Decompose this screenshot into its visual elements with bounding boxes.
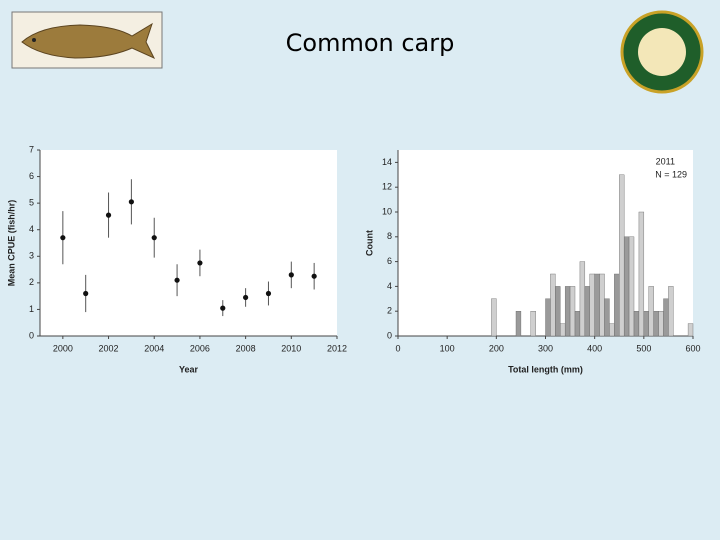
y-tick-label: 3 [29,251,34,261]
y-tick-label: 5 [29,198,34,208]
bar [663,298,669,337]
bar [687,323,694,337]
point [288,272,294,278]
bar [658,311,664,337]
point [174,277,180,283]
y-tick-label: 14 [382,157,392,167]
y-tick-label: 2 [29,277,34,287]
x-tick-label: 2010 [281,343,301,353]
y-tick-label: 1 [29,304,34,314]
bar [614,273,620,337]
bar [648,286,654,337]
bar [491,298,497,337]
bar [530,311,536,337]
x-tick-label: 100 [440,343,455,353]
bar [515,311,522,337]
y-tick-label: 12 [382,182,392,192]
fish-picture [11,11,163,69]
fish-body [21,22,156,60]
bar [545,298,551,337]
bar [589,273,595,337]
bar [638,211,645,337]
bar [564,286,571,337]
x-tick-label: 200 [489,343,504,353]
bar [579,261,586,337]
y-tick-label: 10 [382,206,392,216]
x-tick-label: 500 [636,343,651,353]
x-tick-label: 2002 [99,343,119,353]
y-tick-label: 8 [387,231,392,241]
x-axis-label: Year [179,364,199,374]
point [311,273,317,279]
point [265,290,272,297]
bar [560,323,566,337]
point [128,199,134,205]
bar [628,236,635,337]
bar [668,286,674,337]
x-tick-label: 2008 [236,343,256,353]
bar [574,311,581,337]
x-tick-label: 400 [587,343,602,353]
annotation: 2011 [656,156,675,166]
bar [653,311,659,337]
point [220,305,226,311]
point [151,235,157,241]
y-axis-label: Mean CPUE (fish/hr) [6,200,16,287]
bar [555,286,561,337]
bar [619,174,625,337]
bar [609,323,615,337]
x-tick-label: 2012 [327,343,347,353]
bar [633,311,640,337]
x-tick-label: 600 [685,343,700,353]
plot-area [40,150,337,336]
y-tick-label: 6 [29,171,34,181]
point [197,260,203,266]
bar [623,236,630,337]
y-tick-label: 0 [387,330,392,340]
y-tick-label: 4 [387,281,392,291]
x-tick-label: 2006 [190,343,210,353]
x-tick-label: 2004 [144,343,164,353]
bar [643,311,649,337]
y-tick-label: 6 [387,256,392,266]
bar [604,298,610,337]
y-tick-label: 0 [29,330,34,340]
x-tick-label: 2000 [53,343,73,353]
bar [584,286,590,337]
bar [594,273,600,337]
annotation: N = 129 [655,169,687,179]
agency-logo [620,10,704,94]
point [60,235,66,241]
logo-center [638,28,686,76]
x-axis-label: Total length (mm) [508,364,583,374]
bar [550,273,556,337]
bar [599,273,605,337]
point [243,294,249,301]
point [105,212,112,218]
x-tick-label: 300 [538,343,553,353]
point [83,290,89,297]
slide-title: Common carp [286,29,455,57]
y-tick-label: 2 [387,306,392,316]
y-tick-label: 7 [29,144,34,154]
fish-eye [32,38,36,42]
x-tick-label: 0 [395,343,400,353]
bar [569,286,576,337]
y-axis-label: Count [364,230,374,256]
y-tick-label: 4 [29,224,34,234]
